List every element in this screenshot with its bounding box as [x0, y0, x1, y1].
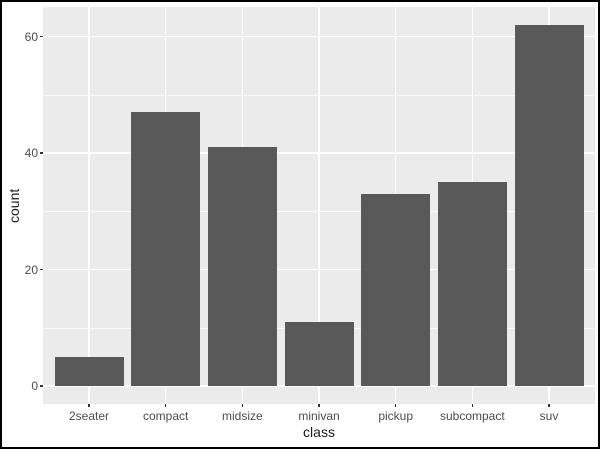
- x-tick-mark: [164, 404, 167, 407]
- x-tick-label: minivan: [298, 409, 340, 423]
- x-tick-mark: [88, 404, 90, 407]
- y-axis-title: count: [6, 188, 22, 223]
- y-tick-mark: [40, 385, 43, 387]
- x-tick-label: suv: [539, 409, 559, 423]
- x-tick-mark: [318, 404, 320, 407]
- y-tick-mark: [40, 35, 43, 38]
- bar-compact: [131, 112, 201, 386]
- bar-suv: [514, 25, 584, 386]
- x-tick-mark: [471, 404, 474, 407]
- bar-midsize: [207, 147, 277, 386]
- x-tick-label: 2seater: [68, 409, 110, 423]
- x-tick-label: midsize: [221, 409, 263, 423]
- bar-2seater: [54, 356, 124, 386]
- x-tick-label: subcompact: [439, 409, 505, 423]
- y-tick-mark: [40, 152, 43, 154]
- y-tick-mark: [40, 268, 43, 271]
- bar-minivan: [284, 321, 354, 386]
- x-tick-label: compact: [142, 409, 189, 423]
- x-tick-mark: [548, 404, 550, 407]
- gridline-major-vertical: [88, 7, 90, 404]
- y-tick-label: 0: [31, 378, 38, 393]
- plot-panel: [43, 7, 595, 404]
- x-axis-title: class: [303, 424, 335, 440]
- y-tick-label: 40: [24, 146, 38, 161]
- gridline-major-vertical: [318, 7, 320, 404]
- x-tick-label: pickup: [378, 409, 413, 423]
- y-tick-label: 60: [24, 29, 38, 44]
- x-tick-mark: [241, 404, 244, 407]
- bar-pickup: [361, 193, 431, 386]
- x-tick-mark: [394, 404, 397, 407]
- bar-subcompact: [437, 182, 507, 386]
- y-tick-label: 20: [24, 262, 38, 277]
